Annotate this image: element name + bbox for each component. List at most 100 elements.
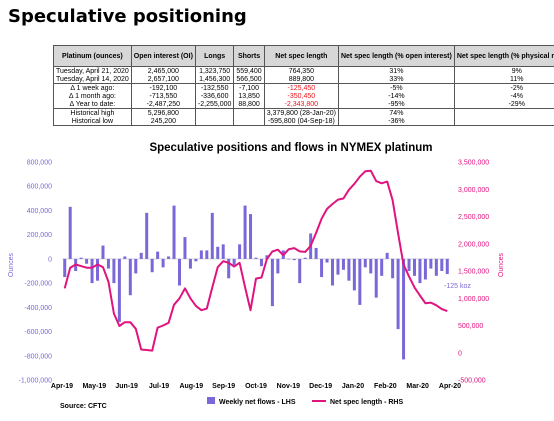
flow-bar xyxy=(145,212,149,259)
left-tick-label: -1,000,000 xyxy=(19,378,53,385)
table-row: Δ 1 week ago: -192,100 -132,550 -7,100 -125,… xyxy=(53,83,554,92)
table-cell xyxy=(453,108,554,117)
flow-bar xyxy=(265,255,269,259)
table-cell: 13,850 xyxy=(233,92,265,100)
flow-bar xyxy=(314,247,318,259)
flow-bar xyxy=(331,258,335,286)
table-row: Δ 1 month ago: -713,550 -336,600 13,850 -350… xyxy=(53,92,554,100)
table-cell: -2,255,000 xyxy=(194,100,235,109)
flow-bar xyxy=(243,205,247,259)
x-tick-label: Jul-19 xyxy=(149,383,169,390)
x-tick-label: Aug-19 xyxy=(179,383,203,390)
flow-bar xyxy=(259,258,263,267)
left-tick-label: 600,000 xyxy=(27,184,52,191)
flow-bar xyxy=(325,258,329,263)
right-tick-label: 1,000,000 xyxy=(458,296,489,303)
flow-bar xyxy=(270,258,274,307)
table-cell: -36% xyxy=(337,117,455,126)
right-tick-label: 0 xyxy=(458,350,462,357)
legend-flows-label: Weekly net flows - LHS xyxy=(219,399,296,406)
right-axis-label: Ounces xyxy=(498,252,505,277)
table-cell: 566,500 xyxy=(233,75,265,84)
table-cell xyxy=(194,108,235,117)
header-open-interest: Open interest (OI) xyxy=(130,45,196,67)
flow-bar xyxy=(303,257,307,259)
table-row: Historical low 245,200 -595,800 (04-Sep-18… xyxy=(53,117,554,126)
flow-bar xyxy=(79,257,83,259)
flow-bar xyxy=(320,258,324,278)
flow-bar xyxy=(369,258,373,274)
header-longs: Longs xyxy=(194,45,235,67)
flow-bar xyxy=(287,258,291,260)
flow-bar xyxy=(134,258,138,274)
left-tick-label: 400,000 xyxy=(27,208,52,215)
left-tick-label: 0 xyxy=(48,256,52,263)
flow-bar xyxy=(396,258,400,330)
header-pct-open-interest: Net spec length (% open interest) xyxy=(337,45,455,67)
left-axis-label: Ounces xyxy=(8,252,15,277)
right-tick-label: 500,000 xyxy=(458,323,483,330)
flow-bar xyxy=(112,258,116,284)
table-cell: 889,800 xyxy=(263,75,339,84)
flow-bar xyxy=(199,250,203,259)
flow-bar xyxy=(167,256,171,259)
right-tick-label: 2,000,000 xyxy=(458,241,489,248)
table-body: Tuesday, April 21, 2020 2,465,000 1,323,75… xyxy=(53,66,554,126)
flow-bar xyxy=(85,258,89,264)
flow-bar xyxy=(161,258,165,268)
right-axis: 3,500,000 3,000,000 2,500,000 2,000,000 1,50… xyxy=(458,160,489,385)
x-tick-label: Jun-19 xyxy=(115,383,138,390)
legend-flows-swatch xyxy=(207,397,215,404)
flow-bar xyxy=(380,258,384,276)
flow-bar xyxy=(412,258,416,276)
x-tick-label: Sep-19 xyxy=(212,383,235,390)
flow-bar xyxy=(238,244,242,259)
flow-bar xyxy=(216,246,220,259)
table-cell: -350,450 xyxy=(263,92,339,100)
table-row: Tuesday, April 14, 2020 2,657,100 1,456,30… xyxy=(53,75,554,84)
x-tick-label: Mar-20 xyxy=(406,383,429,390)
flow-bar xyxy=(156,251,160,259)
flow-bar xyxy=(358,258,362,305)
flow-bar xyxy=(336,258,340,275)
right-tick-label: 2,500,000 xyxy=(458,214,489,221)
left-tick-label: -400,000 xyxy=(24,305,52,312)
table-cell: 764,350 xyxy=(263,66,339,75)
last-flow-annotation: -125 koz xyxy=(444,283,471,290)
flow-bar xyxy=(183,237,187,259)
positioning-table: Platinum (ounces) Open interest (OI) Lon… xyxy=(53,45,554,126)
table-cell: 33% xyxy=(337,75,455,84)
flow-bar xyxy=(106,258,110,269)
table-row: Historical high 5,296,800 3,379,800 (28-Ja… xyxy=(53,108,554,117)
right-tick-label: 3,000,000 xyxy=(458,187,489,194)
header-net-spec-length: Net spec length xyxy=(263,45,339,67)
table-row: Tuesday, April 21, 2020 2,465,000 1,323,75… xyxy=(53,66,554,75)
flow-bar xyxy=(429,258,433,269)
flow-bar xyxy=(172,205,176,259)
table-header-row: Platinum (ounces) Open interest (OI) Lon… xyxy=(53,45,554,67)
net-spec-line xyxy=(63,169,448,352)
flow-bar xyxy=(96,258,100,281)
flow-bar xyxy=(407,258,411,271)
table-cell: 11% xyxy=(453,75,554,84)
flow-bar xyxy=(117,258,121,322)
left-tick-label: -800,000 xyxy=(24,353,52,360)
x-tick-label: Nov-19 xyxy=(277,383,300,390)
flow-bar xyxy=(347,258,351,281)
table-cell: -132,550 xyxy=(194,83,235,92)
flow-bar xyxy=(445,258,449,275)
table-cell: -14% xyxy=(337,92,455,100)
flow-bar xyxy=(221,244,225,259)
flow-bar xyxy=(90,258,94,284)
flow-bar xyxy=(139,252,143,259)
flow-bar xyxy=(434,258,438,276)
flow-bar xyxy=(298,258,302,284)
flow-bar xyxy=(254,257,258,259)
flow-bar xyxy=(363,258,367,268)
left-tick-label: -600,000 xyxy=(24,329,52,336)
table-cell: -29% xyxy=(453,100,554,109)
legend-spec-label: Net spec length - RHS xyxy=(330,399,403,406)
flow-bar xyxy=(341,258,345,270)
table-cell: -595,800 (04-Sep-18) xyxy=(263,117,339,126)
